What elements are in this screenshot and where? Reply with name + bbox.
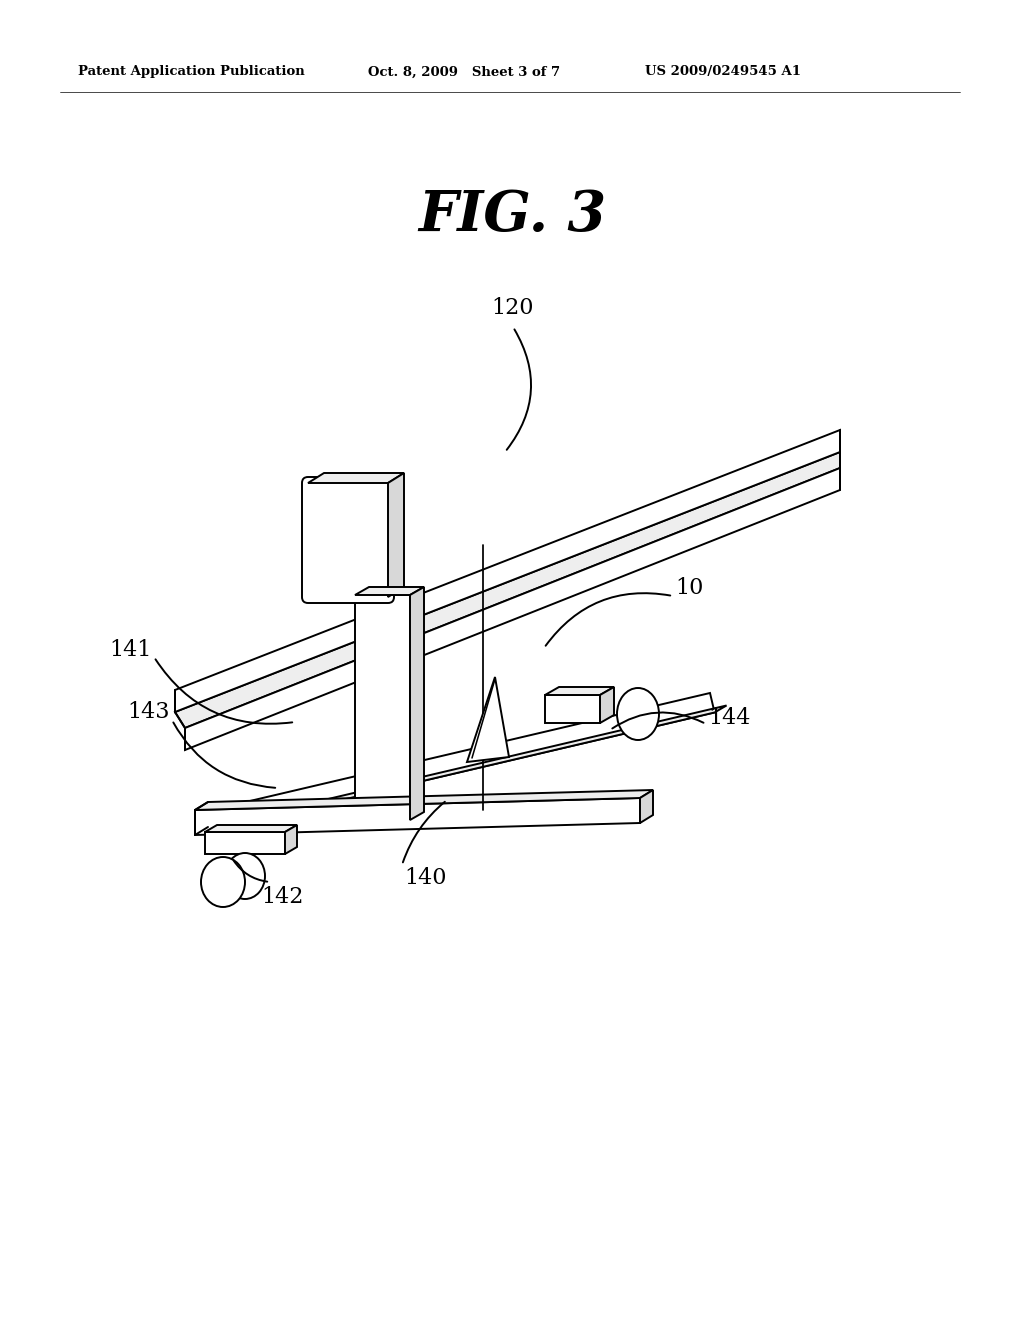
Polygon shape bbox=[205, 825, 297, 832]
Polygon shape bbox=[355, 587, 424, 595]
Polygon shape bbox=[185, 469, 840, 750]
Text: US 2009/0249545 A1: US 2009/0249545 A1 bbox=[645, 66, 801, 78]
Text: 141: 141 bbox=[110, 639, 152, 661]
Ellipse shape bbox=[617, 688, 659, 741]
Polygon shape bbox=[600, 686, 614, 723]
Polygon shape bbox=[195, 789, 653, 810]
Text: Patent Application Publication: Patent Application Publication bbox=[78, 66, 305, 78]
FancyArrowPatch shape bbox=[173, 722, 275, 788]
Polygon shape bbox=[205, 832, 285, 854]
Polygon shape bbox=[285, 825, 297, 854]
FancyArrowPatch shape bbox=[233, 861, 267, 882]
Polygon shape bbox=[640, 789, 653, 822]
Polygon shape bbox=[175, 451, 840, 729]
Polygon shape bbox=[545, 686, 614, 696]
FancyArrowPatch shape bbox=[507, 330, 531, 450]
Polygon shape bbox=[388, 473, 404, 597]
Polygon shape bbox=[355, 595, 410, 820]
Polygon shape bbox=[308, 473, 404, 483]
Text: 143: 143 bbox=[128, 701, 170, 723]
FancyArrowPatch shape bbox=[402, 801, 444, 862]
Text: 140: 140 bbox=[404, 867, 446, 888]
Ellipse shape bbox=[225, 853, 265, 899]
FancyArrowPatch shape bbox=[546, 593, 671, 645]
FancyArrowPatch shape bbox=[612, 713, 703, 729]
Polygon shape bbox=[410, 587, 424, 820]
Ellipse shape bbox=[201, 857, 245, 907]
Text: 142: 142 bbox=[261, 886, 303, 908]
Polygon shape bbox=[545, 696, 600, 723]
Text: 144: 144 bbox=[708, 708, 751, 729]
FancyBboxPatch shape bbox=[302, 477, 394, 603]
Polygon shape bbox=[195, 799, 640, 836]
Text: Oct. 8, 2009   Sheet 3 of 7: Oct. 8, 2009 Sheet 3 of 7 bbox=[368, 66, 560, 78]
Polygon shape bbox=[224, 705, 727, 828]
Text: 10: 10 bbox=[675, 577, 703, 599]
Polygon shape bbox=[467, 677, 509, 762]
FancyArrowPatch shape bbox=[156, 659, 292, 723]
Polygon shape bbox=[220, 693, 715, 828]
Text: 120: 120 bbox=[492, 297, 535, 319]
Text: FIG. 3: FIG. 3 bbox=[418, 187, 606, 243]
Polygon shape bbox=[175, 430, 840, 711]
